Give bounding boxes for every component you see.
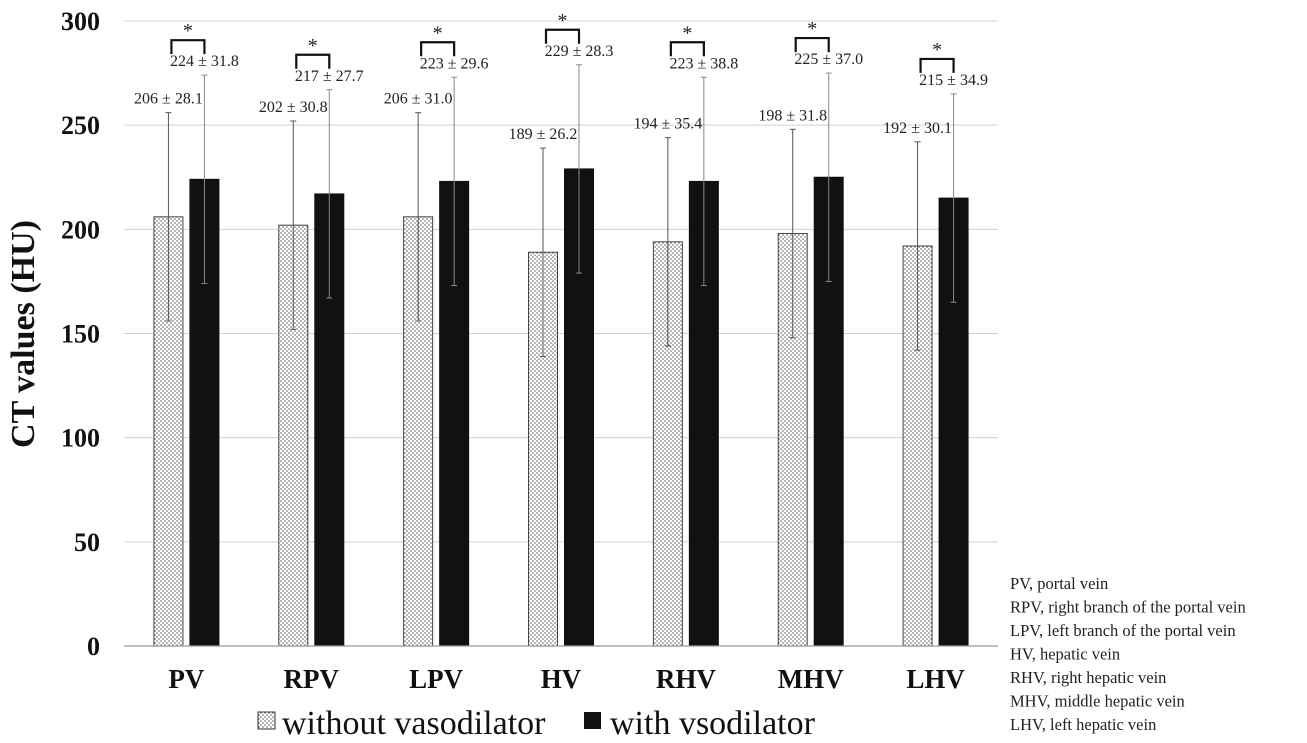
abbreviation-note-6: LHV, left hepatic vein [1010,715,1156,734]
data-label-lpv-with-vasodilator: 223 ± 29.6 [420,55,489,72]
significance-marker-lhv: * [932,39,942,61]
x-tick-label-rhv: RHV [656,664,717,694]
y-tick-label-150: 150 [61,320,100,349]
significance-marker-rpv: * [308,35,318,57]
legend-swatch-without-vasodilator [257,711,276,730]
data-label-rpv-without-vasodilator: 202 ± 30.8 [259,99,328,116]
x-tick-label-rpv: RPV [284,664,340,694]
y-tick-label-300: 300 [61,7,100,36]
x-tick-label-pv: PV [168,664,204,694]
abbreviation-note-3: HV, hepatic vein [1010,645,1120,664]
data-label-lhv-without-vasodilator: 192 ± 30.1 [883,120,952,137]
y-tick-label-100: 100 [61,424,100,453]
bars [153,168,969,647]
abbreviation-notes: PV, portal vein RPV, right branch of the … [1010,574,1246,734]
x-tick-label-hv: HV [541,664,582,694]
data-label-rhv-with-vasodilator: 223 ± 38.8 [669,55,738,72]
legend-label-with-vasodilator: with vsodilator [610,705,816,742]
abbreviation-note-4: RHV, right hepatic vein [1010,668,1166,687]
data-label-pv-with-vasodilator: 224 ± 31.8 [170,53,239,70]
y-tick-label-50: 50 [74,528,100,557]
x-tick-label-lpv: LPV [409,664,464,694]
significance-bracket-pv [170,39,206,55]
legend-swatch-with-vasodilator [584,712,601,729]
significance-marker-mhv: * [807,18,817,40]
significance-markers: * * * * * * * [170,10,955,73]
abbreviation-note-1: RPV, right branch of the portal vein [1010,598,1246,617]
significance-bracket-lhv [919,57,955,73]
y-tick-label-250: 250 [61,111,100,140]
significance-marker-lpv: * [433,22,443,44]
x-tick-label-mhv: MHV [778,664,844,694]
data-label-mhv-without-vasodilator: 198 ± 31.8 [758,107,827,124]
data-label-pv-without-vasodilator: 206 ± 28.1 [134,91,203,108]
x-axis-ticks: PV RPV LPV HV RHV MHV LHV [168,664,965,694]
significance-bracket-mhv [794,36,830,53]
y-tick-label-200: 200 [61,215,100,244]
significance-bracket-rpv [295,53,331,69]
data-label-rhv-without-vasodilator: 194 ± 35.4 [633,116,702,133]
y-axis-ticks: 0 50 100 150 200 250 300 [61,7,100,661]
legend-label-without-vasodilator: without vasodilator [282,705,546,742]
significance-marker-rhv: * [682,22,692,44]
grid-lines [124,20,998,543]
significance-marker-hv: * [558,10,568,32]
data-label-hv-without-vasodilator: 189 ± 26.2 [509,126,578,143]
error-bars [165,64,957,357]
significance-marker-pv: * [183,20,193,42]
abbreviation-note-0: PV, portal vein [1010,574,1108,593]
data-label-hv-with-vasodilator: 229 ± 28.3 [545,43,614,60]
data-label-rpv-with-vasodilator: 217 ± 27.7 [295,68,364,85]
data-label-lpv-without-vasodilator: 206 ± 31.0 [384,91,453,108]
data-label-mhv-with-vasodilator: 225 ± 37.0 [794,51,863,68]
data-labels: 206 ± 28.1 224 ± 31.8 202 ± 30.8 217 ± 27.7… [134,43,988,143]
legend: without vasodilator with vsodilator [257,705,816,742]
abbreviation-note-2: LPV, left branch of the portal vein [1010,621,1236,640]
data-label-lhv-with-vasodilator: 215 ± 34.9 [919,72,988,89]
significance-bracket-rhv [669,41,705,57]
abbreviation-note-5: MHV, middle hepatic vein [1010,692,1185,711]
y-axis-label: CT values (HU) [5,220,42,448]
y-tick-label-0: 0 [87,632,100,661]
significance-bracket-hv [544,28,581,44]
x-tick-label-lhv: LHV [906,664,965,694]
significance-bracket-lpv [420,41,456,57]
